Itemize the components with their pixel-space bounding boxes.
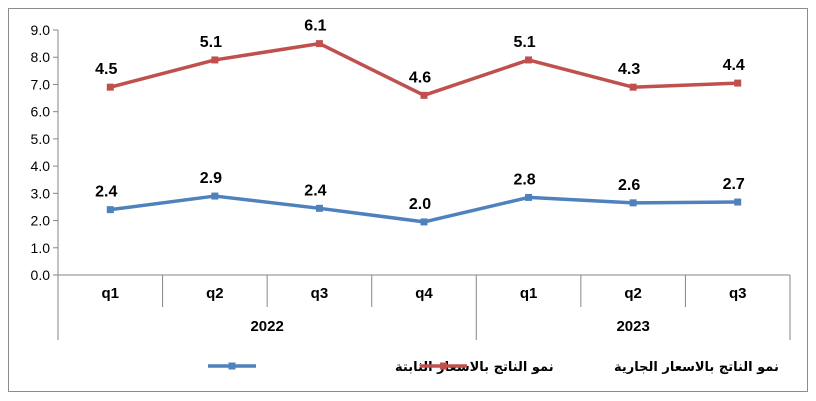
legend-label: نمو الناتج بالاسعار الجارية: [614, 360, 779, 375]
series-1-data-label: 4.5: [95, 61, 117, 78]
series-1-data-label: 4.4: [723, 57, 745, 74]
category-label: q2: [624, 285, 642, 302]
category-label: q2: [206, 285, 224, 302]
series-1-point: [525, 56, 533, 64]
series-2-data-label: 2.0: [409, 196, 431, 213]
series-2-point: [525, 193, 533, 201]
series-2-point: [211, 192, 219, 200]
y-tick-label: 7.0: [31, 76, 51, 92]
series-2-data-label: 2.9: [200, 170, 222, 187]
y-tick-label: 4.0: [31, 158, 51, 174]
category-label: q3: [311, 285, 329, 302]
series-1-point: [734, 79, 742, 87]
group-label: 2023: [616, 318, 649, 335]
y-tick-label: 0.0: [31, 267, 51, 283]
series-2-data-label: 2.4: [95, 184, 117, 201]
series-2-data-label: 2.6: [618, 177, 640, 194]
y-tick-label: 9.0: [31, 22, 51, 38]
y-tick-label: 3.0: [31, 185, 51, 201]
series-2-point: [106, 206, 114, 214]
y-tick-label: 5.0: [31, 131, 51, 147]
category-label: q4: [415, 285, 433, 302]
series-1-point: [315, 40, 323, 48]
series-1-point: [106, 83, 114, 91]
series-2-point: [629, 199, 637, 207]
series-2-data-label: 2.7: [723, 176, 745, 193]
series-1-data-label: 4.3: [618, 61, 640, 78]
series-1-data-label: 5.1: [513, 34, 535, 51]
group-label: 2022: [250, 318, 283, 335]
legend: نمو الناتج بالاسعار الثابتة نمو الناتج با…: [208, 360, 779, 375]
series-1-data-label: 6.1: [304, 18, 326, 35]
series-2-point: [420, 218, 428, 226]
series-2-data-label: 2.8: [513, 171, 535, 188]
y-tick-label: 2.0: [31, 213, 51, 229]
series-2-point: [734, 198, 742, 206]
series-2-point: [315, 204, 323, 212]
series-1-point: [211, 56, 219, 64]
data-labels: 4.5 5.1 6.1 4.6 5.1 4.3 4.4 2.4 2.9 2.4 2.0 2.8 2.6 2…: [95, 18, 745, 213]
y-tick-label: 8.0: [31, 49, 51, 65]
y-tick-label: 1.0: [31, 240, 51, 256]
series-2-data-label: 2.4: [304, 182, 326, 199]
series-1-data-label: 5.1: [200, 34, 222, 51]
series-1-point: [420, 91, 428, 99]
y-tick-label: 6.0: [31, 104, 51, 120]
axes: 0.0 1.0 2.0 3.0 4.0 5.0 6.0 7.0 8.0 9.0 q1 q2 q3 q4 q1…: [31, 22, 791, 340]
category-label: q1: [102, 285, 120, 302]
legend-label: نمو الناتج بالاسعار الثابتة: [395, 360, 554, 375]
series-layer: [106, 40, 742, 226]
category-label: q1: [520, 285, 538, 302]
legend-swatch-marker: [440, 362, 447, 370]
legend-swatch-marker: [228, 362, 236, 370]
series-1-data-label: 4.6: [409, 69, 431, 86]
series-1-point: [629, 83, 637, 91]
chart-frame: [8, 8, 808, 392]
category-label: q3: [729, 285, 747, 302]
